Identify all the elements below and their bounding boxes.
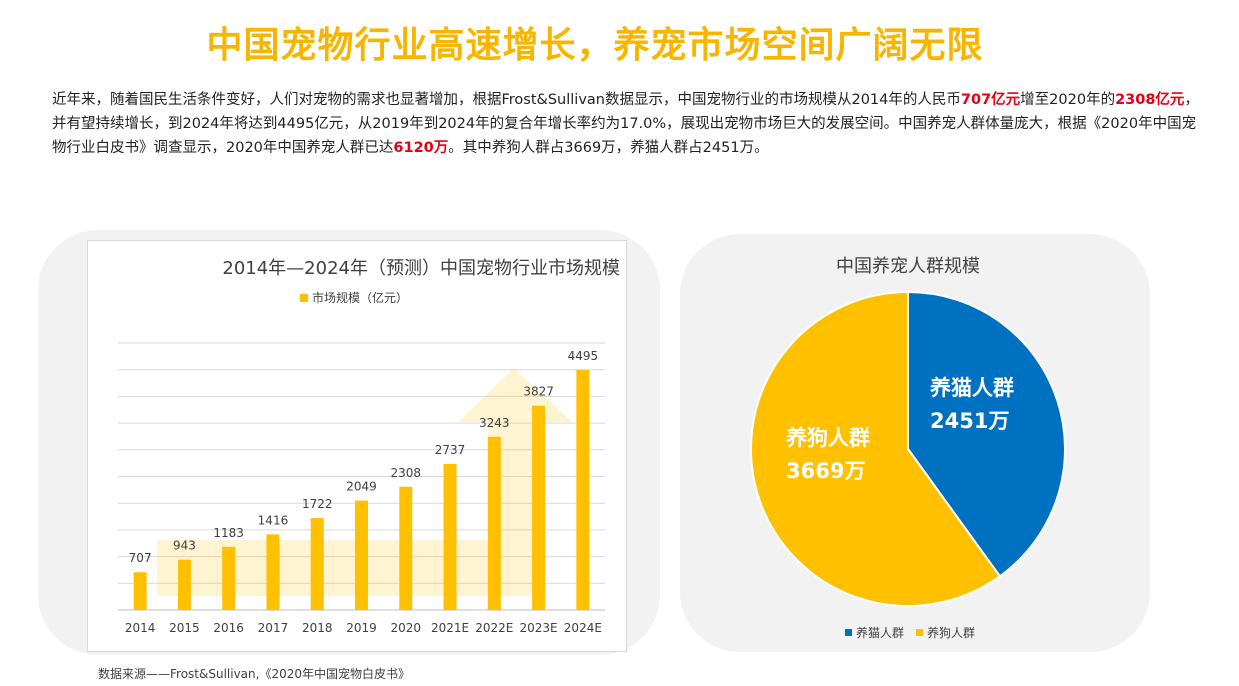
bar-2016 — [222, 546, 236, 610]
bar-2022E — [487, 436, 501, 610]
bar-value-label: 943 — [173, 539, 196, 553]
cat-swatch — [845, 629, 852, 636]
pie-chart-title: 中国养宠人群规模 — [836, 256, 980, 277]
bar-value-label: 707 — [129, 551, 152, 565]
legend-dog-label: 养狗人群 — [927, 626, 976, 640]
bar-value-label: 2737 — [435, 443, 466, 457]
intro-highlight-3: 6120万 — [393, 140, 449, 156]
intro-text-3: ，并有望持续增长，到2024年将达到4495亿元，从2019年到2024年的复合… — [52, 92, 1199, 156]
bar-2023E — [532, 405, 546, 610]
bar-value-label: 3243 — [479, 416, 510, 430]
legend-cat-label: 养猫人群 — [856, 626, 905, 640]
page-title: 中国宠物行业高速增长，养宠市场空间广阔无限 — [206, 25, 984, 66]
x-tick-label: 2023E — [520, 621, 558, 635]
x-tick-label: 2024E — [564, 621, 602, 635]
bar-2017 — [266, 534, 280, 610]
bar-value-label: 1416 — [258, 513, 289, 527]
pie-slice-value: 3669万 — [786, 459, 865, 483]
bar-value-label: 1722 — [302, 497, 333, 511]
intro-highlight-1: 707亿元 — [960, 92, 1021, 108]
x-tick-label: 2014 — [125, 621, 156, 635]
intro-text-1: 近年来，随着国民生活条件变好，人们对宠物的需求也显著增加，根据Frost&Sul… — [52, 92, 961, 108]
pie-slice-cat — [907, 290, 1066, 578]
x-tick-label: 2020 — [390, 621, 421, 635]
x-tick-label: 2021E — [431, 621, 469, 635]
x-tick-label: 2017 — [258, 621, 289, 635]
intro-text-4: 。其中养狗人群占3669万，养猫人群占2451万。 — [448, 140, 769, 156]
bar-value-label: 2049 — [346, 480, 377, 494]
legend-swatch — [300, 293, 308, 302]
bar-2024E — [576, 369, 590, 610]
bar-value-label: 3827 — [523, 385, 554, 399]
intro-highlight-2: 2308亿元 — [1115, 92, 1185, 108]
dog-swatch — [916, 629, 924, 636]
x-tick-label: 2022E — [475, 621, 513, 635]
pie-chart-legend: 养猫人群 养狗人群 — [845, 624, 975, 641]
bar-2015 — [177, 559, 191, 610]
legend-label: 市场规模（亿元） — [312, 291, 409, 305]
bar-value-label: 1183 — [213, 526, 244, 540]
x-tick-label: 2018 — [302, 621, 333, 635]
pie-slice-dog — [750, 290, 1002, 607]
pie-slice-label: 养猫人群 — [929, 376, 1014, 400]
pie-slice-value: 2451万 — [930, 409, 1009, 433]
bar-chart-title: 2014年—2024年（预测）中国宠物行业市场规模 — [222, 258, 620, 279]
x-tick-label: 2015 — [169, 621, 200, 635]
legend-item-dog: 养狗人群 — [916, 624, 975, 641]
pie-slice-label: 养狗人群 — [785, 426, 870, 450]
bar-chart-legend: 市场规模（亿元） — [300, 289, 408, 306]
bar-value-label: 2308 — [390, 466, 421, 480]
data-source-note: 数据来源——Frost&Sullivan,《2020年中国宠物白皮书》 — [98, 667, 410, 681]
x-tick-label: 2016 — [213, 621, 244, 635]
bar-2019 — [355, 500, 368, 610]
intro-text-2: 增至2020年的 — [1020, 92, 1116, 108]
legend-item-cat: 养猫人群 — [845, 624, 904, 641]
bar-2018 — [310, 518, 324, 610]
intro-paragraph: 近年来，随着国民生活条件变好，人们对宠物的需求也显著增加，根据Frost&Sul… — [52, 88, 1202, 160]
bar-2020 — [399, 486, 413, 610]
bar-2014 — [133, 572, 147, 610]
bar-value-label: 4495 — [568, 349, 599, 363]
bar-2021E — [443, 463, 457, 610]
x-tick-label: 2019 — [346, 621, 377, 635]
